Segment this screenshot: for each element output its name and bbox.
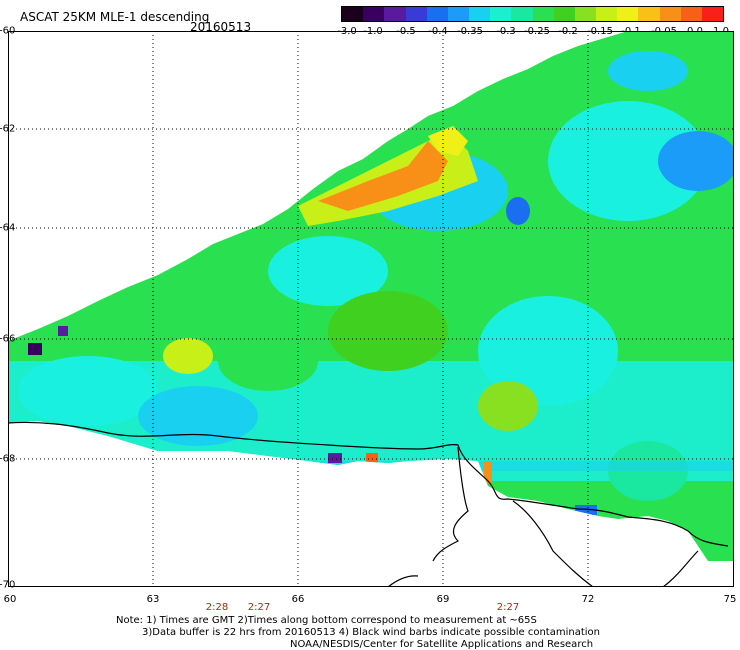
colorbar-swatch [490, 7, 512, 21]
note-line-1: Note: 1) Times are GMT 2)Times along bot… [116, 615, 537, 626]
colorbar-swatch [701, 7, 724, 21]
lat-label: -66 [0, 333, 16, 345]
time-label: 2:28 [205, 602, 229, 613]
map-frame [8, 31, 734, 587]
colorbar-swatch [659, 7, 681, 21]
colorbar-swatch [596, 7, 618, 21]
chart-title: ASCAT 25KM MLE-1 descending [20, 10, 210, 24]
colorbar-swatch [342, 7, 364, 21]
colorbar [341, 6, 724, 22]
lon-label: 60 [3, 594, 17, 605]
colorbar-swatch [553, 7, 575, 21]
data-swath [8, 31, 734, 561]
lat-label: -70 [0, 579, 16, 591]
lat-label: -60 [0, 25, 16, 37]
lon-label: 63 [146, 594, 160, 605]
lat-label: -68 [0, 453, 16, 465]
colorbar-swatch [680, 7, 702, 21]
time-label: 2:27 [496, 602, 520, 613]
colorbar-swatch [617, 7, 639, 21]
chart-date: 20160513 [190, 20, 252, 34]
colorbar-swatch [574, 7, 597, 21]
colorbar-swatch [638, 7, 660, 21]
colorbar-swatch [363, 7, 385, 21]
note-line-2: 3)Data buffer is 22 hrs from 20160513 4)… [142, 627, 600, 638]
map-plot [8, 31, 734, 587]
grid-lines [8, 31, 734, 587]
colorbar-swatch [405, 7, 427, 21]
colorbar-swatch [447, 7, 470, 21]
colorbar-swatch [532, 7, 554, 21]
time-label: 2:27 [247, 602, 271, 613]
colorbar-swatch [384, 7, 406, 21]
lat-label: -64 [0, 222, 16, 234]
colorbar-swatch [469, 7, 491, 21]
lon-label: 69 [436, 594, 450, 605]
lon-label: 66 [291, 594, 305, 605]
colorbar-swatch [426, 7, 448, 21]
coastline [8, 421, 729, 587]
lon-label: 72 [581, 594, 595, 605]
colorbar-swatch [511, 7, 533, 21]
note-line-3: NOAA/NESDIS/Center for Satellite Applica… [290, 639, 594, 650]
lon-label: 75 [723, 594, 737, 605]
lat-label: -62 [0, 123, 16, 135]
